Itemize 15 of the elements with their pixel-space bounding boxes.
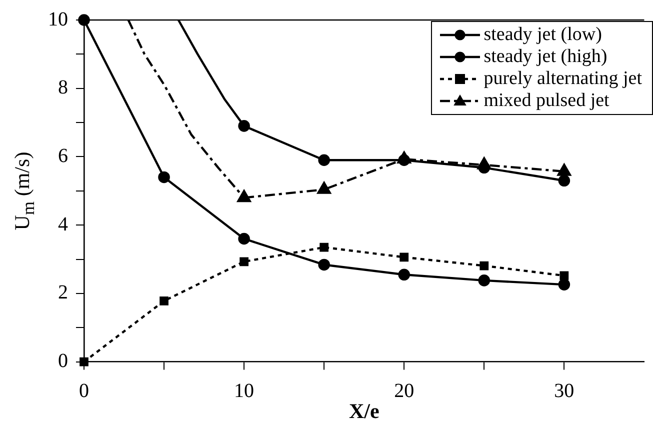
legend-label: steady jet (low) [484,24,602,46]
x-tick-label: 10 [234,380,254,402]
x-tick-label: 0 [79,380,89,402]
y-tick-label: 4 [58,213,68,236]
y-tick-label: 6 [58,144,68,167]
x-tick-label: 20 [394,380,414,402]
legend-label: purely alternating jet [484,68,642,90]
y-tick-label: 0 [58,350,68,372]
y-tick-label: 8 [58,76,68,99]
legend-label: steady jet (high) [484,46,608,68]
y-tick-label: 10 [48,8,68,30]
x-axis-title: X/e [348,398,380,423]
legend-label: mixed pulsed jet [484,90,610,112]
x-tick-label: 30 [554,380,574,402]
y-tick-label: 2 [58,282,68,304]
